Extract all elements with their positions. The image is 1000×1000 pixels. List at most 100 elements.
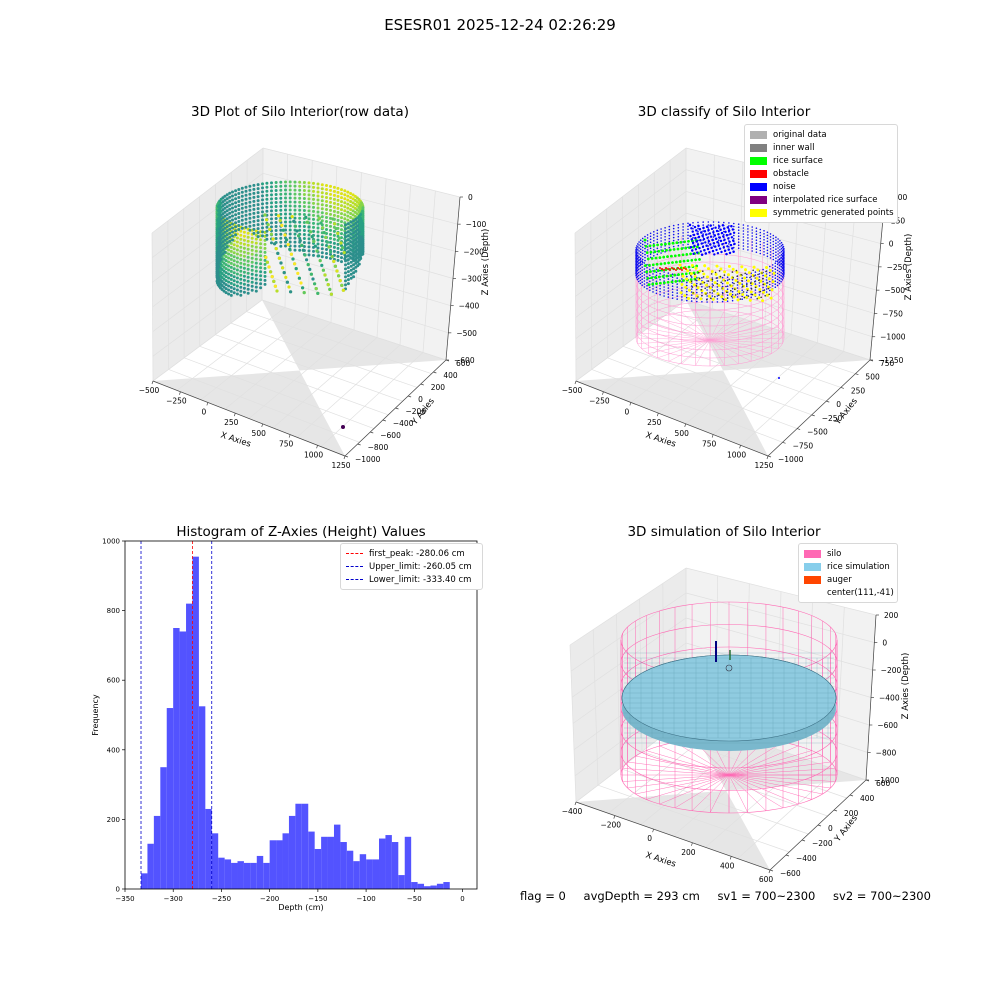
histogram-bar — [417, 883, 425, 889]
plot4-ztick: −600 — [877, 721, 898, 730]
plot1-xtick: −250 — [166, 397, 187, 406]
plot2-ztick: −500 — [884, 286, 905, 295]
plot1-ytick: −1000 — [355, 455, 381, 464]
histogram-bar — [198, 706, 206, 889]
plot4-zlabel: Z Axies (Depth) — [901, 653, 911, 720]
histogram-bar — [256, 855, 264, 889]
histogram-bar — [205, 808, 212, 889]
plot2-title: 3D classify of Silo Interior — [637, 104, 811, 120]
plot4-ytick: −600 — [780, 869, 801, 878]
plot2-xtick: 0 — [624, 407, 629, 416]
flag-text: flag = 0 — [520, 889, 566, 903]
histogram-bar — [327, 836, 334, 889]
plot2-legend-swatch — [750, 208, 767, 217]
sv2-text: sv2 = 700~2300 — [833, 889, 931, 903]
histogram-chart: −350 −300 −250 −200 −150 −100 −50 0 0 200 400 600 8… — [91, 538, 478, 912]
histogram-bar — [166, 708, 174, 889]
plot2-legend-label: original data — [773, 129, 827, 140]
histogram-bar — [385, 835, 392, 889]
histogram-ytick: 400 — [107, 746, 120, 754]
histogram-bar — [301, 803, 309, 889]
plot4-xtick: 0 — [647, 834, 652, 843]
histogram-bar — [141, 873, 148, 889]
histogram-legend-swatch — [346, 579, 363, 580]
histogram-legend-label: first_peak: -280.06 cm — [369, 548, 465, 559]
plot2-legend-swatch — [750, 169, 767, 178]
plot4-ztick: 200 — [884, 611, 899, 620]
histogram-bar — [333, 824, 341, 889]
plot1-ztick: −500 — [456, 329, 477, 338]
histogram-ytick: 0 — [116, 886, 120, 894]
histogram-bar — [346, 850, 354, 889]
plot2-ytick: 750 — [880, 359, 895, 368]
histogram-ylabel: Frequency — [91, 694, 100, 736]
histogram-xtick: −100 — [356, 895, 375, 903]
plot4-ztick: −1000 — [874, 776, 900, 785]
plot1-ztick: −200 — [463, 247, 484, 256]
histogram-xtick: −300 — [164, 895, 183, 903]
histogram-ytick: 600 — [107, 677, 120, 685]
histogram-bar — [436, 883, 444, 889]
plot1-xtick: −500 — [139, 386, 160, 395]
plot1-ztick: −300 — [461, 275, 482, 284]
histogram-bar — [147, 843, 154, 889]
plot4-legend-item: auger — [804, 573, 892, 586]
plot2-legend-swatch — [750, 156, 767, 165]
plot4-xtick: 600 — [759, 875, 774, 884]
histogram-legend-item: Lower_limit: -333.40 cm — [346, 573, 477, 586]
plot1-ytick: −200 — [406, 407, 427, 416]
plot1-title: 3D Plot of Silo Interior(row data) — [191, 104, 409, 120]
histogram-bar — [243, 862, 251, 889]
histogram-xlabel: Depth (cm) — [278, 903, 323, 912]
plot2-xtick: 1250 — [754, 461, 773, 470]
plot2-ztick: −1000 — [880, 333, 906, 342]
plot1-ytick: 0 — [418, 395, 423, 404]
histogram-xtick: −250 — [212, 895, 231, 903]
plot2-xtick: 250 — [647, 418, 662, 427]
plot1-3d-axes: −500−250025050075010001250−1000−800−600−… — [139, 147, 491, 470]
histogram-bar — [443, 882, 450, 889]
plot2-legend-item: original data — [750, 128, 892, 141]
plot1-ytick: 400 — [443, 371, 458, 380]
plot4-legend-swatch — [804, 589, 821, 597]
histogram-bar — [250, 862, 257, 889]
plot1-ztick: −100 — [466, 220, 487, 229]
plot2-xtick: −250 — [589, 397, 610, 406]
plot1-ytick: −800 — [368, 443, 389, 452]
histogram-bar — [179, 631, 187, 889]
plot4-legend-swatch — [804, 549, 821, 558]
histogram-legend-label: Lower_limit: -333.40 cm — [369, 574, 472, 585]
plot2-legend-label: rice surface — [773, 155, 823, 166]
plot2-3d-axes: −500−250025050075010001250−1000−750−500−… — [562, 147, 914, 470]
plot2-ytick: −1000 — [778, 455, 804, 464]
plot1-xtick: 250 — [224, 418, 239, 427]
histogram-legend-item: first_peak: -280.06 cm — [346, 547, 477, 560]
histogram-bar — [263, 862, 270, 889]
plot4-legend-label: auger — [827, 574, 852, 585]
histogram-bar — [160, 767, 167, 889]
histogram-bar — [282, 833, 289, 889]
plot2-ztick: −750 — [882, 309, 903, 318]
histogram-bar — [218, 857, 225, 889]
histogram-bar — [231, 862, 238, 889]
plot2-xtick: −500 — [562, 386, 583, 395]
plot2-ytick: −250 — [822, 414, 843, 423]
plot4-legend-item: rice simulation — [804, 560, 892, 573]
plot1-ytick: 600 — [456, 359, 471, 368]
plot2-legend-label: interpolated rice surface — [773, 194, 878, 205]
figure-title: ESESR01 2025-12-24 02:26:29 — [384, 16, 616, 34]
plot2-legend-label: symmetric generated points — [773, 207, 894, 218]
plot2-ytick: 500 — [865, 373, 880, 382]
histogram-bar — [224, 859, 232, 889]
histogram-bar — [411, 882, 418, 889]
plot4-3d-axes: −400−2000200400600−600−400−2000200400600… — [562, 567, 911, 884]
plot2-legend-label: noise — [773, 181, 796, 192]
histogram-xtick: −150 — [308, 895, 327, 903]
histogram-xtick: −350 — [115, 895, 134, 903]
plot4-ytick: −400 — [796, 854, 817, 863]
plot4-legend-item: silo — [804, 547, 892, 560]
plot1-xtick: 1000 — [304, 450, 323, 459]
histogram-bar — [295, 803, 302, 889]
histogram-bar — [269, 840, 277, 889]
histogram-bar — [404, 836, 412, 889]
